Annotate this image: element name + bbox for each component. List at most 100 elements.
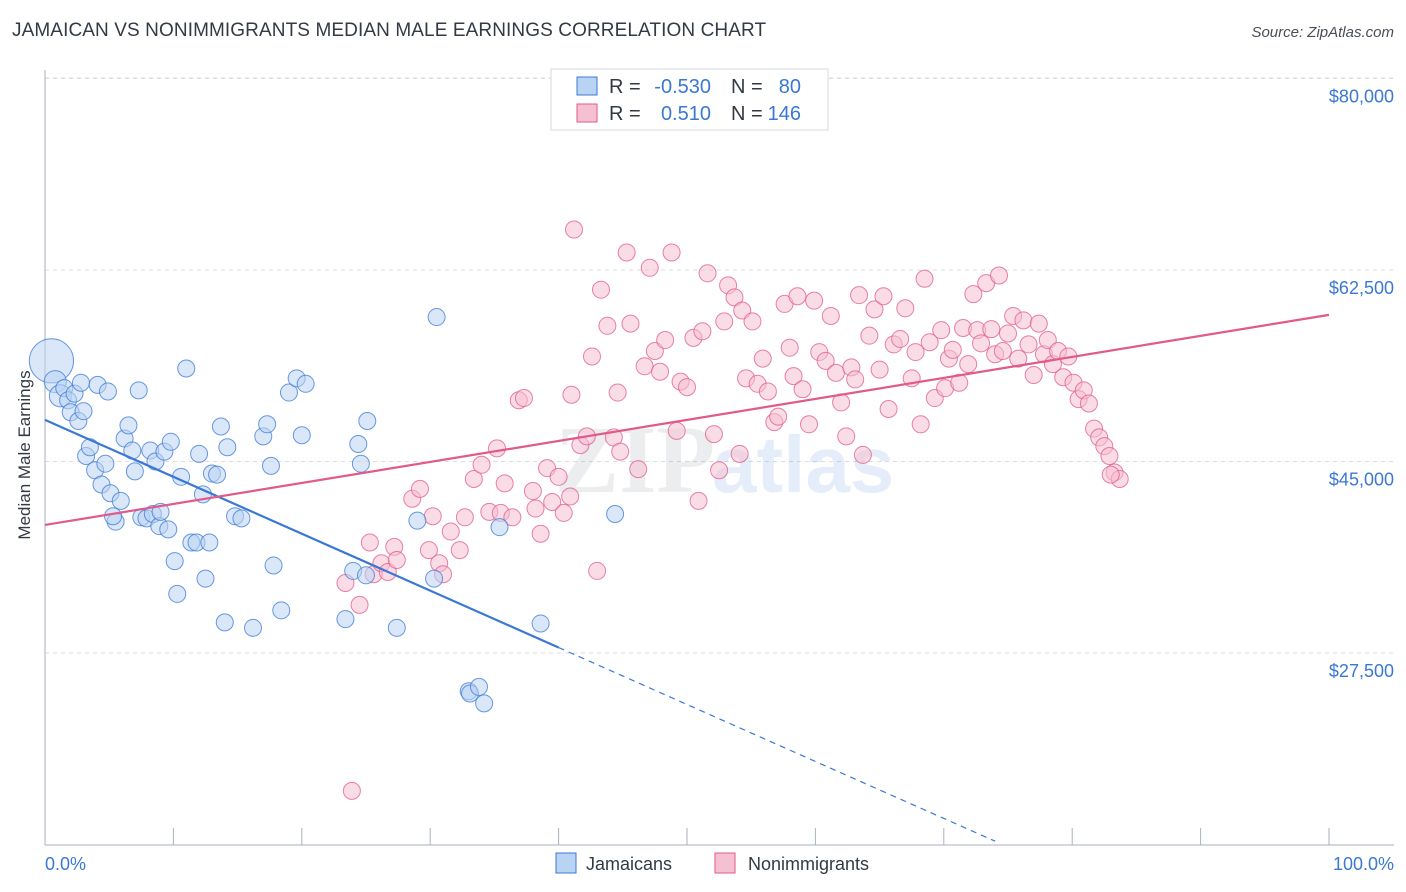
point-nonimmigrants <box>990 266 1009 285</box>
point-jamaicans <box>475 694 494 713</box>
point-nonimmigrants <box>943 340 962 359</box>
point-nonimmigrants <box>896 299 915 318</box>
point-nonimmigrants <box>450 541 469 560</box>
point-nonimmigrants <box>793 380 812 399</box>
point-nonimmigrants <box>387 550 406 569</box>
point-nonimmigrants <box>554 503 573 522</box>
point-nonimmigrants <box>621 314 640 333</box>
point-nonimmigrants <box>959 355 978 374</box>
point-jamaicans <box>71 373 90 392</box>
x-tick-label-end: 100.0% <box>1333 854 1394 874</box>
point-nonimmigrants <box>640 258 659 277</box>
y-tick-label: $45,000 <box>1329 470 1394 490</box>
point-nonimmigrants <box>342 781 361 800</box>
legend-r-label-2: R = <box>609 103 641 125</box>
point-jamaicans <box>168 584 187 603</box>
legend-n-value-1: 80 <box>779 76 801 98</box>
point-jamaicans <box>215 613 234 632</box>
point-jamaicans <box>125 462 144 481</box>
bottom-legend-nonimmigrants: Nonimmigrants <box>748 854 869 874</box>
correlation-legend: R = -0.530 N = 80 R = 0.510 N = 146 <box>550 68 829 131</box>
point-jamaicans <box>218 438 237 457</box>
point-nonimmigrants <box>733 301 752 320</box>
point-nonimmigrants <box>704 425 723 444</box>
point-nonimmigrants <box>769 407 788 426</box>
point-nonimmigrants <box>1009 349 1028 368</box>
point-nonimmigrants <box>816 351 835 370</box>
trend-lines <box>44 313 1330 842</box>
point-nonimmigrants <box>565 220 584 239</box>
point-nonimmigrants <box>629 460 648 479</box>
point-nonimmigrants <box>693 322 712 341</box>
point-jamaicans <box>190 444 209 463</box>
point-jamaicans <box>96 454 115 473</box>
point-nonimmigrants <box>1029 314 1048 333</box>
point-jamaicans <box>296 374 315 393</box>
point-jamaicans <box>427 308 446 327</box>
point-nonimmigrants <box>611 442 630 461</box>
point-nonimmigrants <box>915 269 934 288</box>
series-jamaicans <box>28 308 625 713</box>
point-nonimmigrants <box>891 329 910 348</box>
point-jamaicans <box>490 518 509 537</box>
point-nonimmigrants <box>526 499 545 518</box>
point-jamaicans <box>336 610 355 629</box>
point-nonimmigrants <box>561 487 580 506</box>
point-jamaicans <box>200 533 219 552</box>
point-nonimmigrants <box>441 522 460 541</box>
legend-n-label-2: N = <box>731 103 763 125</box>
point-jamaicans <box>469 677 488 696</box>
y-axis-label: Median Male Earnings <box>15 370 34 539</box>
bottom-legend-jamaicans: Jamaicans <box>586 854 672 874</box>
point-nonimmigrants <box>1038 331 1057 350</box>
point-jamaicans <box>606 505 625 524</box>
point-jamaicans <box>129 381 148 400</box>
point-nonimmigrants <box>920 333 939 352</box>
watermark-zip: ZIP <box>555 406 715 513</box>
point-jamaicans <box>387 618 406 637</box>
point-nonimmigrants <box>821 306 840 325</box>
legend-swatch-nonimmigrants <box>576 103 598 123</box>
source-label: Source: ZipAtlas.com <box>1251 24 1394 41</box>
series-nonimmigrants <box>336 220 1129 800</box>
point-nonimmigrants <box>853 445 872 464</box>
point-nonimmigrants <box>487 439 506 458</box>
point-nonimmigrants <box>799 415 818 434</box>
point-nonimmigrants <box>846 370 865 389</box>
point-nonimmigrants <box>523 482 542 501</box>
point-nonimmigrants <box>1079 394 1098 413</box>
point-nonimmigrants <box>698 264 717 283</box>
point-nonimmigrants <box>419 541 438 560</box>
point-jamaicans <box>351 454 370 473</box>
point-jamaicans <box>119 416 138 435</box>
bottom-legend-swatch-jamaicans <box>555 852 577 874</box>
point-nonimmigrants <box>1101 465 1120 484</box>
point-nonimmigrants <box>906 343 925 362</box>
point-jamaicans <box>208 465 227 484</box>
point-nonimmigrants <box>837 427 856 446</box>
point-jamaicans <box>292 426 311 445</box>
legend-n-label-1: N = <box>731 76 763 98</box>
point-nonimmigrants <box>549 467 568 486</box>
point-jamaicans <box>425 569 444 588</box>
legend-n-value-2: 146 <box>768 103 801 125</box>
point-jamaicans <box>258 415 277 434</box>
point-nonimmigrants <box>667 421 686 440</box>
legend-r-label-1: R = <box>609 76 641 98</box>
point-jamaicans <box>232 509 251 528</box>
point-nonimmigrants <box>582 347 601 366</box>
trend-nonimmigrants <box>44 313 1330 527</box>
bottom-legend-swatch-nonimmigrants <box>714 852 736 874</box>
point-nonimmigrants <box>784 367 803 386</box>
point-nonimmigrants <box>860 326 879 345</box>
point-jamaicans <box>111 491 130 510</box>
point-jamaicans <box>358 412 377 431</box>
point-nonimmigrants <box>543 492 562 511</box>
y-tick-label: $80,000 <box>1329 87 1394 107</box>
point-nonimmigrants <box>911 415 930 434</box>
point-nonimmigrants <box>662 243 681 262</box>
point-nonimmigrants <box>982 320 1001 339</box>
point-nonimmigrants <box>645 341 664 360</box>
point-nonimmigrants <box>503 508 522 527</box>
point-nonimmigrants <box>826 363 845 382</box>
